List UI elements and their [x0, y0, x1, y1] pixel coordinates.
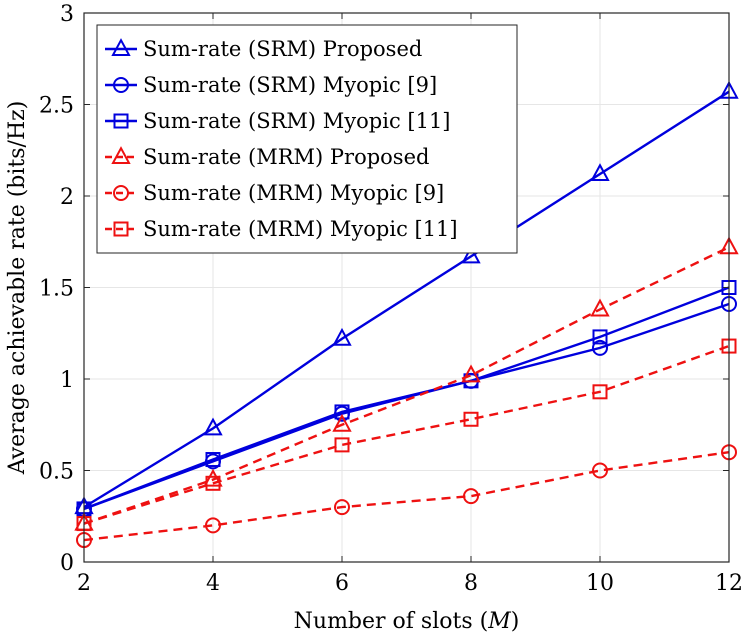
legend-item: Sum-rate (SRM) Proposed — [105, 37, 422, 61]
y-tick-label: 0.5 — [39, 460, 74, 485]
data-point — [203, 468, 223, 487]
data-point — [334, 437, 350, 453]
data-point — [332, 413, 352, 432]
data-point — [592, 339, 608, 356]
series-line — [83, 246, 730, 525]
data-point — [461, 245, 481, 264]
legend-label: Sum-rate (MRM) Myopic [11] — [143, 217, 458, 241]
y-tick-label: 3 — [60, 2, 74, 27]
legend: Sum-rate (SRM) Proposed Sum-rate (SRM) My… — [96, 24, 518, 254]
data-point — [205, 517, 221, 534]
series-3 — [74, 236, 739, 531]
x-axis-label: Number of slots (M) — [294, 609, 520, 634]
legend-marker — [113, 77, 129, 93]
y-tick-label: 1.5 — [39, 277, 74, 302]
y-tick-label: 2 — [60, 185, 74, 210]
series-line — [83, 451, 730, 542]
data-point — [592, 384, 608, 400]
series-line — [83, 90, 730, 509]
data-point — [203, 417, 223, 436]
series-0 — [74, 80, 739, 515]
legend-label: Sum-rate (SRM) Proposed — [143, 37, 422, 61]
y-tick-label: 1 — [60, 368, 74, 393]
tick-layer: 2 4 6 8 10 12 0 0.5 1 1.5 2 2.5 3 — [39, 2, 743, 596]
series-line — [83, 302, 730, 511]
legend-item: Sum-rate (MRM) Myopic [9] — [105, 181, 444, 205]
x-tick-label: 6 — [335, 571, 349, 596]
x-tick-label: 10 — [586, 571, 614, 596]
legend-label: Sum-rate (MRM) Myopic [9] — [143, 181, 444, 205]
legend-box — [96, 24, 518, 254]
data-point — [590, 163, 610, 182]
data-point — [592, 462, 608, 479]
legend-marker — [111, 146, 131, 164]
legend-item: Sum-rate (SRM) Myopic [11] — [105, 109, 451, 133]
legend-marker — [111, 38, 131, 56]
x-tick-label: 12 — [715, 571, 743, 596]
legend-marker — [113, 185, 129, 201]
data-point — [205, 452, 221, 468]
series-line — [83, 286, 730, 511]
legend-label: Sum-rate (SRM) Myopic [11] — [143, 109, 451, 133]
legend-marker — [113, 221, 129, 237]
x-tick-label: 8 — [464, 571, 478, 596]
x-tick-label: 4 — [206, 571, 220, 596]
legend-item: Sum-rate (MRM) Proposed — [105, 145, 429, 169]
data-point — [334, 499, 350, 516]
legend-label: Sum-rate (SRM) Myopic [9] — [143, 73, 437, 97]
legend-item: Sum-rate (SRM) Myopic [9] — [105, 73, 437, 97]
data-point — [463, 488, 479, 505]
series-line — [83, 344, 730, 525]
y-axis-label: Average achievable rate (bits/Hz) — [5, 101, 30, 476]
series-1 — [76, 295, 737, 517]
data-point — [461, 364, 481, 383]
data-point — [463, 411, 479, 427]
data-point — [590, 298, 610, 317]
legend-item: Sum-rate (MRM) Myopic [11] — [105, 217, 458, 241]
legend-marker — [113, 113, 129, 129]
legend-label: Sum-rate (MRM) Proposed — [143, 145, 429, 169]
x-tick-label: 2 — [77, 571, 91, 596]
series-layer — [74, 80, 739, 549]
data-point — [205, 475, 221, 491]
data-point — [592, 329, 608, 345]
data-point — [334, 404, 350, 420]
y-tick-label: 0 — [60, 551, 74, 576]
data-point — [332, 327, 352, 346]
y-tick-label: 2.5 — [39, 94, 74, 119]
series-5 — [76, 338, 737, 532]
